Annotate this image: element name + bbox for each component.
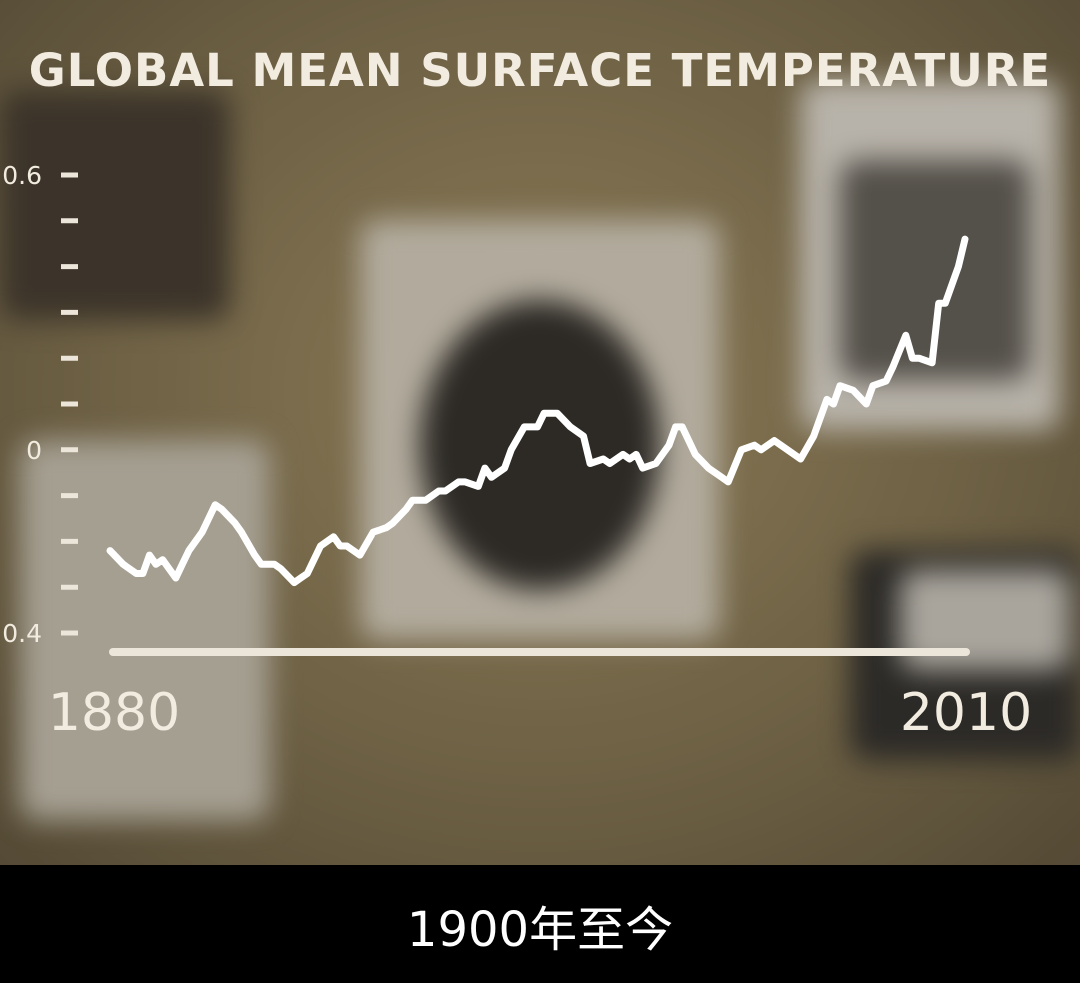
x-tick-label: 2010 (900, 683, 1032, 743)
blurred-background (0, 80, 1080, 820)
subtitle-caption: 1900年至今 (406, 902, 674, 958)
y-axis-labels: 0.6 0 0.4 (2, 161, 42, 648)
y-tick-label: 0.6 (2, 161, 42, 190)
y-axis-ticks (61, 172, 78, 636)
chart-scene: GLOBAL MEAN SURFACE TEMPERATURE 0.6 0 0.4 … (0, 0, 1080, 865)
line-chart: 0.6 0 0.4 1880 2010 (2, 161, 1032, 743)
x-tick-label: 1880 (48, 683, 180, 743)
temperature-series-line (106, 235, 969, 587)
y-tick-label: 0 (26, 436, 42, 465)
y-tick-label: 0.4 (2, 619, 42, 648)
subtitle-bar (0, 865, 1080, 983)
chart-title: GLOBAL MEAN SURFACE TEMPERATURE (28, 44, 1052, 97)
x-axis-labels: 1880 2010 (48, 683, 1032, 743)
